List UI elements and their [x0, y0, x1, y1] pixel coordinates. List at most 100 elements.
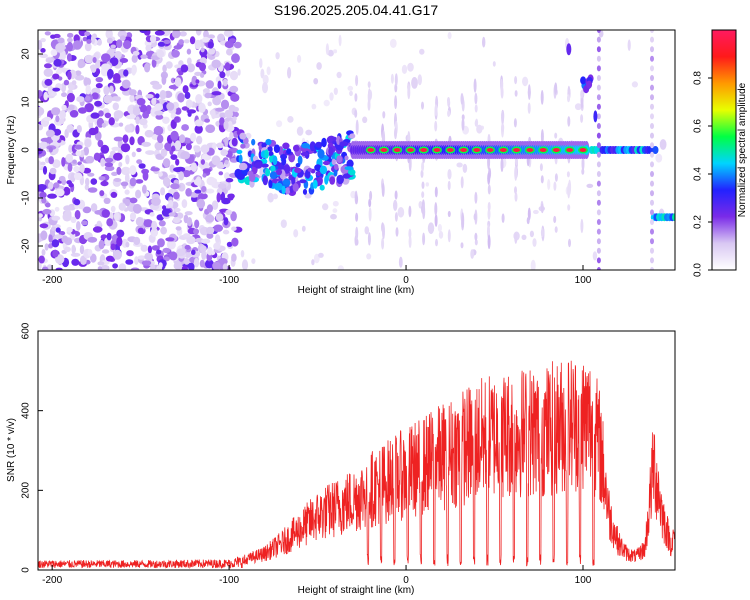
heatmap-cell-1111 — [266, 66, 271, 76]
heatmap-cell-957 — [93, 152, 101, 161]
heatmap-cell-1606 — [554, 82, 558, 95]
colorbar-tick-label-1: 0.2 — [693, 215, 704, 229]
heatmap-cell-1923 — [580, 76, 587, 85]
heatmap-cell-1031 — [204, 118, 211, 123]
heatmap-cell-1619 — [567, 204, 571, 211]
heatmap-cell-771 — [175, 226, 182, 231]
heatmap-cell-1038 — [57, 37, 65, 44]
colorbar-gradient — [712, 30, 736, 270]
heatmap-cell-845 — [38, 124, 43, 131]
heatmap-cell-1201 — [305, 129, 313, 136]
heatmap-cell-1976 — [650, 46, 654, 53]
heatmap-cell-1052 — [199, 245, 207, 253]
heatmap-cell-1044 — [135, 189, 142, 199]
heatmap-cell-229 — [174, 107, 182, 115]
heatmap-cell-1165 — [313, 78, 319, 85]
heatmap-cell-476 — [68, 144, 73, 153]
heatmap-cell-898 — [151, 197, 161, 206]
heatmap-cell-113 — [181, 124, 190, 131]
heatmap-cell-1083 — [204, 92, 212, 99]
heatmap-cell-56 — [58, 231, 66, 236]
heatmap-cell-1418 — [336, 174, 345, 185]
heatmap-cell-978 — [142, 184, 147, 194]
heatmap-cell-1886 — [579, 148, 587, 152]
heatmap-cell-708 — [223, 30, 234, 37]
heatmap-cell-1409 — [238, 162, 248, 171]
heatmap-cell-860 — [136, 159, 143, 165]
heatmap-cell-1420 — [282, 142, 290, 150]
heatmap-cell-820 — [70, 216, 77, 223]
heatmap-cell-473 — [150, 167, 160, 172]
heatmap-cell-1940 — [650, 219, 654, 225]
heatmap-cell-984 — [135, 124, 140, 135]
heatmap-cell-35 — [211, 200, 219, 210]
heatmap-cell-854 — [40, 230, 48, 241]
heatmap-cell-1022 — [202, 36, 210, 43]
heatmap-cell-1874 — [499, 148, 507, 152]
heatmap-cell-1129 — [241, 259, 249, 270]
heatmap-cell-790 — [211, 109, 216, 120]
heatmap-cell-814 — [118, 122, 124, 127]
heatmap-cell-1980 — [650, 30, 654, 33]
heatmap-cell-1494 — [408, 228, 412, 239]
heatmap-cell-1967 — [596, 84, 601, 91]
colorbar-tick-label-0: 0.0 — [693, 263, 704, 277]
heatmap-x-axis-label: Height of straight line (km) — [298, 285, 415, 296]
heatmap-cell-1550 — [474, 119, 478, 127]
heatmap-cell-1026 — [113, 152, 123, 161]
heatmap-cell-167 — [144, 129, 154, 138]
heatmap-cell-797 — [50, 34, 56, 39]
heatmap-cell-849 — [232, 106, 239, 113]
heatmap-cell-913 — [50, 49, 58, 56]
heatmap-cell-1419 — [334, 163, 339, 170]
snr-x-tick-label-0: -200 — [42, 575, 62, 586]
heatmap-cell-731 — [80, 149, 85, 158]
heatmap-cell-1390 — [267, 146, 273, 152]
heatmap-cell-1517 — [435, 238, 438, 247]
heatmap-cell-1120 — [329, 92, 334, 101]
heatmap-cell-556 — [184, 211, 193, 216]
heatmap-cell-1033 — [160, 226, 168, 235]
heatmap-cell-986 — [40, 161, 46, 166]
heatmap-cell-348 — [112, 102, 120, 111]
heatmap-cell-1537 — [460, 176, 464, 189]
heatmap-cell-1530 — [447, 180, 451, 191]
heatmap-cell-286 — [170, 77, 176, 84]
heatmap-cell-341 — [205, 124, 216, 133]
heatmap-cell-1008 — [67, 71, 72, 80]
heatmap-cell-1391 — [281, 185, 286, 195]
heatmap-cell-618 — [76, 221, 81, 231]
heatmap-cell-1270 — [299, 179, 307, 184]
heatmap-cell-769 — [105, 255, 115, 262]
heatmap-cell-578 — [137, 227, 144, 234]
heatmap-cell-1062 — [131, 66, 136, 76]
heatmap-cell-725 — [87, 187, 98, 193]
heatmap-cell-1434 — [254, 162, 263, 169]
heatmap-cell-1012 — [185, 99, 193, 108]
heatmap-cell-1954 — [650, 151, 654, 158]
heatmap-cell-796 — [41, 197, 47, 204]
heatmap-cell-1950 — [650, 171, 654, 177]
heatmap-cell-471 — [231, 226, 237, 231]
heatmap-cell-644 — [48, 234, 53, 243]
heatmap-cell-1468 — [367, 81, 371, 88]
heatmap-cell-351 — [182, 85, 189, 94]
heatmap-cell-1562 — [500, 158, 504, 172]
heatmap-cell-499 — [124, 189, 130, 195]
heatmap-cell-526 — [63, 205, 73, 212]
heatmap-cell-483 — [208, 47, 216, 55]
heatmap-cell-1589 — [527, 84, 531, 100]
heatmap-cell-1152 — [586, 183, 594, 188]
heatmap-cell-855 — [64, 209, 72, 219]
heatmap-cell-1938 — [650, 228, 654, 235]
heatmap-cell-1935 — [596, 238, 601, 245]
heatmap-y-tick-label-1: -10 — [21, 190, 32, 205]
snr-frame — [37, 330, 676, 571]
heatmap-cell-1584 — [527, 102, 531, 114]
heatmap-cell-1015 — [222, 263, 228, 270]
heatmap-cell-1189 — [462, 163, 468, 173]
heatmap-cell-881 — [43, 91, 48, 101]
heatmap-cell-1393 — [291, 176, 296, 185]
heatmap-cell-1858 — [393, 148, 401, 152]
heatmap-cell-1947 — [596, 180, 601, 187]
